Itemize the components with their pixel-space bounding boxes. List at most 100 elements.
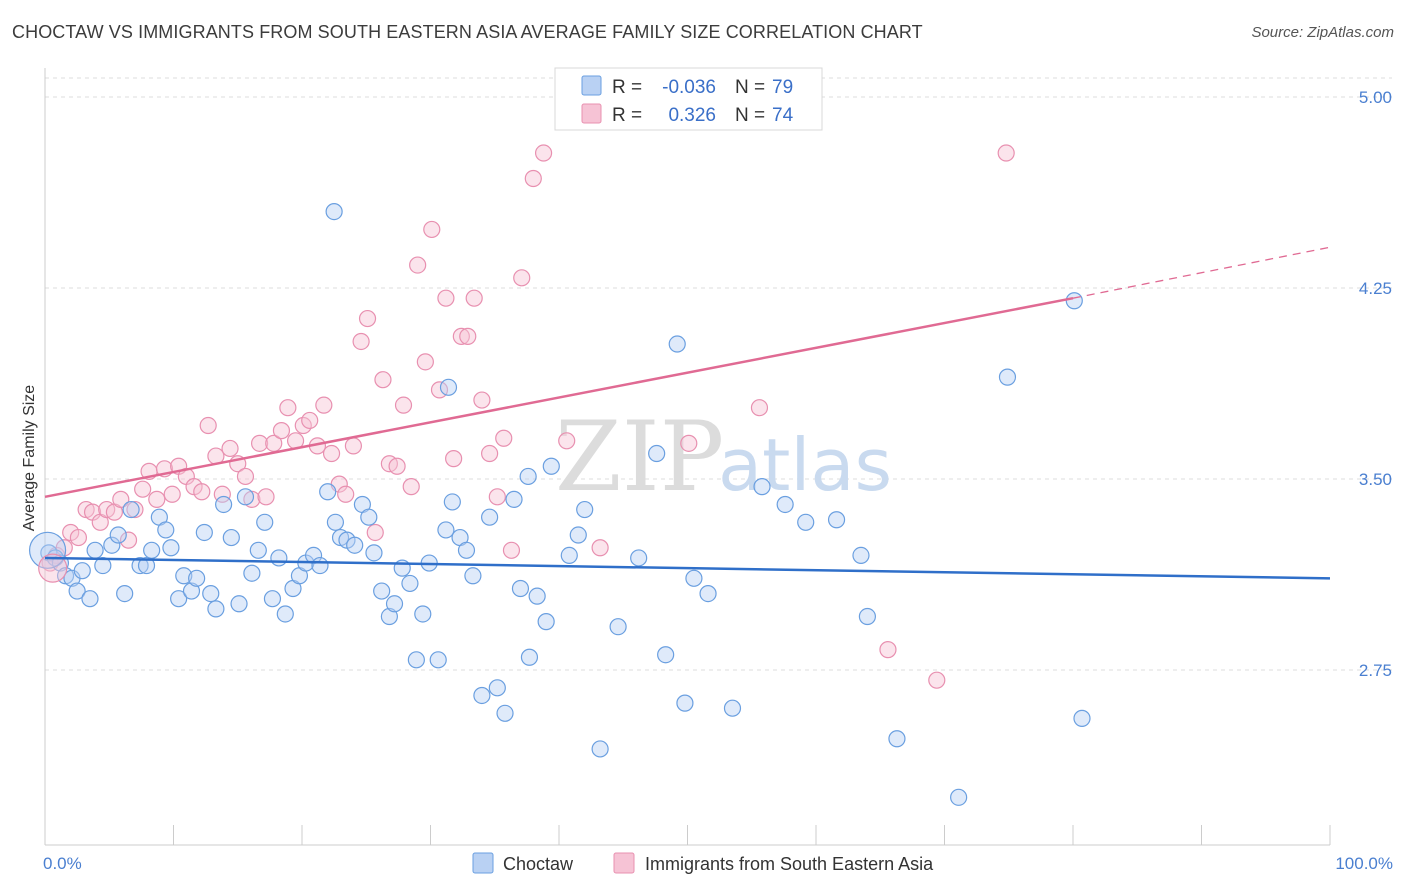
choctaw-point-29 — [230, 595, 248, 613]
immigrants-point-66 — [524, 169, 542, 188]
immigrants-point-63 — [495, 429, 513, 447]
immigrants-point-17 — [163, 485, 181, 503]
choctaw-point-78 — [630, 549, 648, 567]
immigrants-point-74 — [997, 144, 1015, 162]
legend-n-label-1: N = — [735, 77, 765, 98]
immigrants-point-61 — [481, 444, 499, 463]
immigrants-point-67 — [534, 144, 553, 162]
choctaw-point-42 — [319, 483, 337, 501]
choctaw-point-28 — [222, 528, 240, 547]
choctaw-point-26 — [207, 600, 225, 618]
choctaw-point-62 — [457, 541, 476, 559]
choctaw-point-91 — [950, 788, 968, 806]
immigrants-point-59 — [465, 289, 483, 307]
x-tick-labels: 0.0% 100.0% — [43, 854, 1393, 873]
choctaw-point-79 — [657, 646, 675, 664]
choctaw-point-31 — [243, 564, 261, 582]
immigrants-point-52 — [416, 353, 434, 371]
choctaw-point-33 — [256, 513, 274, 531]
choctaw-point-90 — [888, 730, 906, 748]
choctaw-point-8 — [86, 541, 104, 559]
choctaw-point-36 — [276, 605, 294, 623]
y-tick-labels: 2.75 3.50 4.25 5.00 — [1359, 88, 1392, 680]
bottom-legend-swatch-choctaw — [472, 852, 494, 874]
choctaw-point-70 — [520, 648, 539, 666]
immigrants-point-25 — [221, 439, 239, 458]
choctaw-point-13 — [122, 500, 140, 519]
choctaw-point-84 — [753, 478, 771, 496]
choctaw-point-77 — [609, 618, 627, 636]
trend-lines — [44, 246, 1331, 580]
choctaw-point-19 — [162, 539, 180, 557]
choctaw-point-68 — [505, 490, 523, 508]
choctaw-point-64 — [473, 686, 491, 705]
legend-r-value-1: -0.036 — [662, 77, 716, 98]
y-tick-label-2: 4.25 — [1359, 279, 1392, 298]
choctaw-point-32 — [249, 541, 267, 559]
immigrants-point-30 — [257, 488, 275, 506]
immigrants-point-11 — [119, 531, 138, 549]
immigrants-point-22 — [199, 416, 217, 435]
choctaw-point-5 — [68, 582, 86, 600]
choctaw-point-49 — [365, 544, 383, 562]
gridlines — [45, 77, 1392, 671]
immigrants-point-49 — [394, 396, 413, 414]
legend-r-label-1: R = — [612, 77, 642, 98]
immigrants-point-69 — [591, 539, 609, 557]
immigrants-point-15 — [148, 490, 166, 508]
immigrants-point-41 — [337, 485, 355, 503]
immigrants-point-65 — [513, 269, 531, 287]
choctaw-point-99 — [648, 444, 666, 463]
immigrants-point-38 — [315, 396, 333, 414]
choctaw-point-72 — [537, 613, 555, 631]
immigrants-point-39 — [322, 444, 341, 463]
choctaw-point-66 — [488, 679, 506, 697]
choctaw-point-92 — [998, 368, 1017, 386]
choctaw-point-12 — [116, 584, 134, 603]
choctaw-point-16 — [143, 541, 161, 559]
choctaw-point-87 — [827, 511, 846, 529]
immigrants-point-56 — [445, 450, 463, 468]
legend-r-label-2: R = — [612, 105, 642, 126]
immigrants-point-12 — [126, 500, 144, 519]
choctaw-point-14 — [131, 556, 149, 575]
choctaw-point-71 — [528, 587, 546, 605]
bottom-legend-choctaw: Choctaw — [503, 854, 574, 874]
choctaw-point-95 — [325, 203, 343, 221]
immigrants-point-cluster — [38, 553, 68, 583]
immigrants-point-60 — [473, 391, 491, 409]
immigrants-point-71 — [750, 399, 769, 417]
x-tick-label-0: 0.0% — [43, 854, 82, 873]
immigrants-point-36 — [301, 411, 319, 430]
legend-n-value-2: 74 — [772, 105, 794, 126]
choctaw-point-86 — [797, 513, 815, 531]
choctaw-point-100 — [668, 335, 686, 353]
choctaw-point-25 — [202, 584, 220, 603]
legend-n-label-2: N = — [735, 105, 765, 126]
immigrants-point-57 — [452, 327, 470, 345]
choctaw-point-73 — [560, 546, 578, 565]
choctaw-point-54 — [401, 574, 419, 593]
choctaw-point-9 — [94, 556, 112, 575]
choctaw-point-89 — [858, 607, 877, 626]
legend-swatch-immigrants — [581, 103, 602, 124]
choctaw-point-34 — [263, 590, 282, 608]
immigrants-point-62 — [488, 488, 506, 506]
choctaw-point-60 — [443, 493, 461, 511]
choctaw-point-56 — [414, 605, 432, 623]
choctaw-trend-line — [44, 556, 1331, 580]
immigrants-point-29 — [250, 434, 269, 452]
choctaw-point-22 — [182, 582, 201, 600]
immigrants-point-64 — [502, 541, 521, 559]
immigrants-point-31 — [265, 434, 283, 452]
choctaw-point-93 — [1065, 292, 1083, 310]
choctaw-point-98 — [542, 457, 560, 475]
choctaw-point-83 — [723, 699, 742, 717]
choctaw-point-69 — [511, 579, 530, 598]
choctaw-point-82 — [699, 584, 717, 603]
immigrants-point-68 — [558, 432, 576, 450]
immigrants-point-44 — [358, 309, 377, 328]
immigrants-point-73 — [928, 671, 946, 689]
choctaw-point-15 — [137, 556, 156, 575]
